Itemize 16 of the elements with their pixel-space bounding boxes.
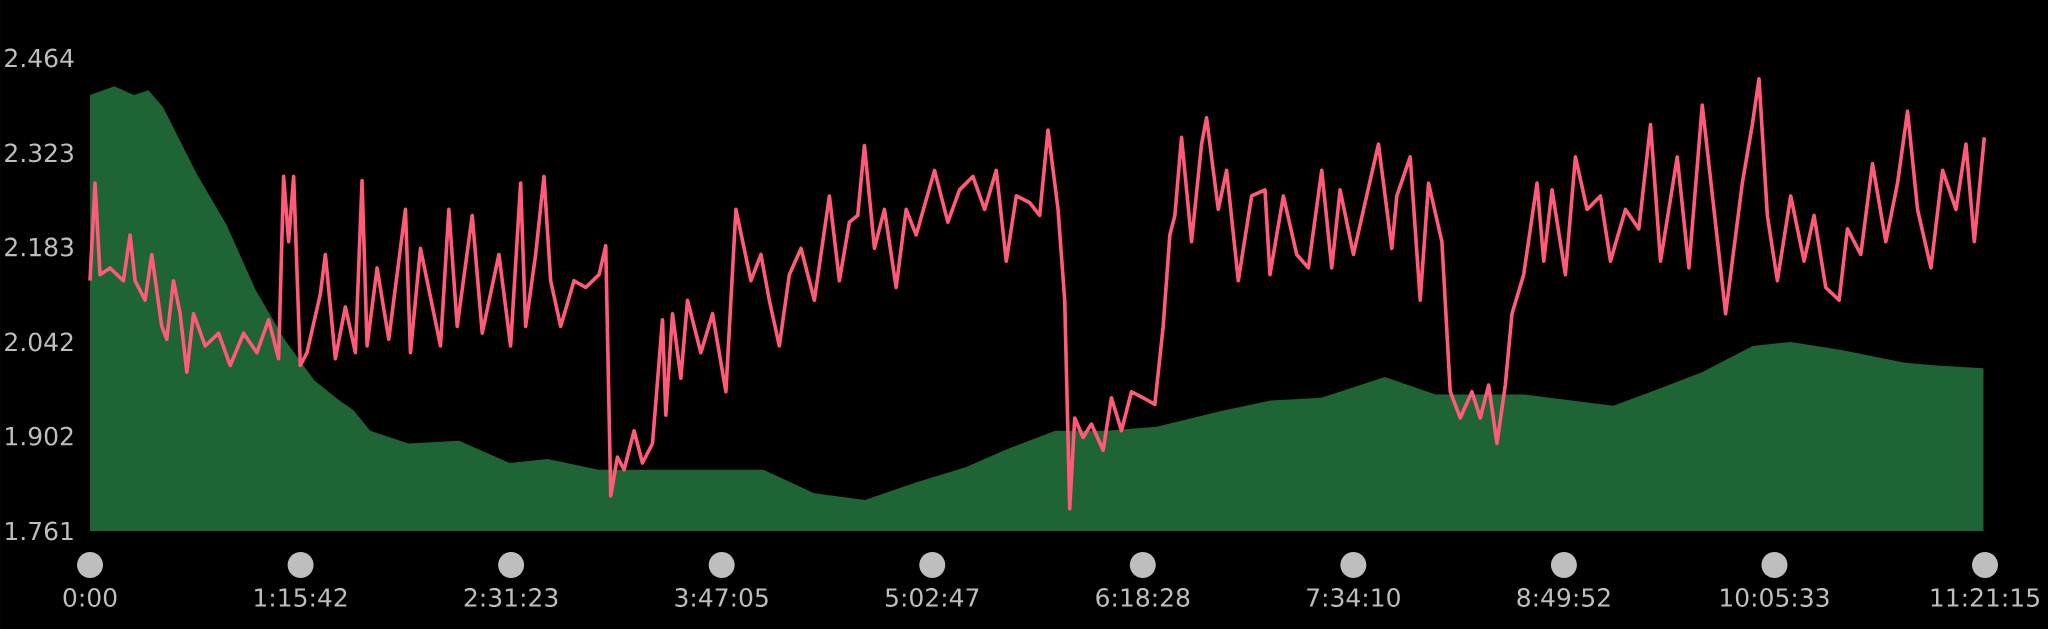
y-tick-label: 2.042 <box>5 332 73 352</box>
x-tick-label: 11:21:15 <box>1931 588 2039 607</box>
x-tick-label: 2:31:23 <box>464 588 558 607</box>
x-tick-label: 8:49:52 <box>1517 588 1610 607</box>
x-tick-label: 5:02:47 <box>885 588 979 607</box>
x-tick-label: 1:15:42 <box>255 588 347 607</box>
y-tick-label: 1.902 <box>6 426 73 446</box>
x-tick-label: 7:34:10 <box>1307 588 1400 607</box>
y-tick-label: 1.761 <box>6 521 73 541</box>
x-tick-label: 0:00 <box>63 588 117 607</box>
y-tick-label: 2.183 <box>5 237 73 257</box>
x-tick-label: 6:18:28 <box>1096 588 1190 607</box>
x-tick-label: 3:47:05 <box>675 588 768 607</box>
y-tick-label: 2.464 <box>5 48 74 68</box>
x-tick-label: 10:05:33 <box>1721 588 1829 607</box>
y-tick-label: 2.323 <box>5 143 73 163</box>
